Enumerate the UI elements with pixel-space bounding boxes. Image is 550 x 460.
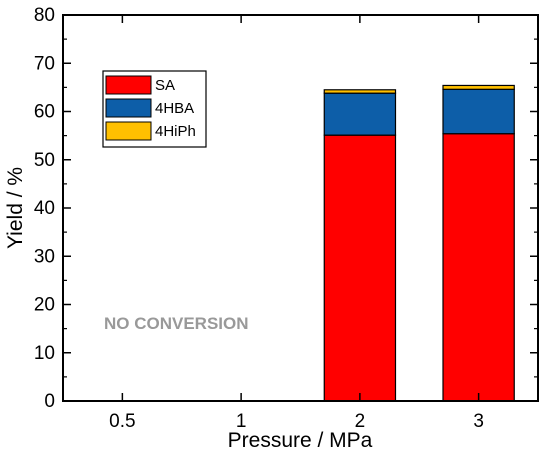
legend-label-sa: SA xyxy=(155,77,175,94)
y-tick-label: 10 xyxy=(34,343,55,364)
annotation-no-conversion: NO CONVERSION xyxy=(104,314,249,333)
legend-label-4hiph: 4HiPh xyxy=(155,123,196,140)
bar-4hiph-2 xyxy=(323,89,397,94)
x-tick-label: 0.5 xyxy=(109,411,135,432)
bar-4hba-3 xyxy=(442,88,515,135)
legend: SA 4HBA 4HiPh xyxy=(102,70,207,148)
y-tick-label: 60 xyxy=(34,102,55,123)
x-tick-label: 3 xyxy=(473,411,484,432)
y-axis-title: Yield / % xyxy=(4,167,27,249)
bars-layer xyxy=(323,84,515,402)
x-tick-label: 2 xyxy=(355,411,366,432)
legend-swatch-sa xyxy=(105,75,152,95)
y-tick-label: 30 xyxy=(34,246,55,267)
ticks-layer: 0 10 20 30 40 50 60 70 80 0.5 1 2 3 xyxy=(34,5,538,432)
legend-swatch-4hiph xyxy=(105,121,152,141)
y-tick-label: 0 xyxy=(44,391,55,412)
y-tick-label: 70 xyxy=(34,53,55,74)
legend-swatch-4hba xyxy=(105,98,152,118)
bar-sa-3 xyxy=(442,133,515,402)
bar-4hba-2 xyxy=(323,92,397,136)
bar-4hiph-3 xyxy=(442,84,515,90)
y-tick-label: 50 xyxy=(34,150,55,171)
y-tick-label: 20 xyxy=(34,295,55,316)
legend-label-4hba: 4HBA xyxy=(155,100,194,117)
bar-sa-2 xyxy=(323,134,397,402)
y-tick-label: 40 xyxy=(34,198,55,219)
x-tick-label: 1 xyxy=(236,411,247,432)
y-tick-label: 80 xyxy=(34,5,55,26)
x-axis-title: Pressure / MPa xyxy=(228,429,373,452)
